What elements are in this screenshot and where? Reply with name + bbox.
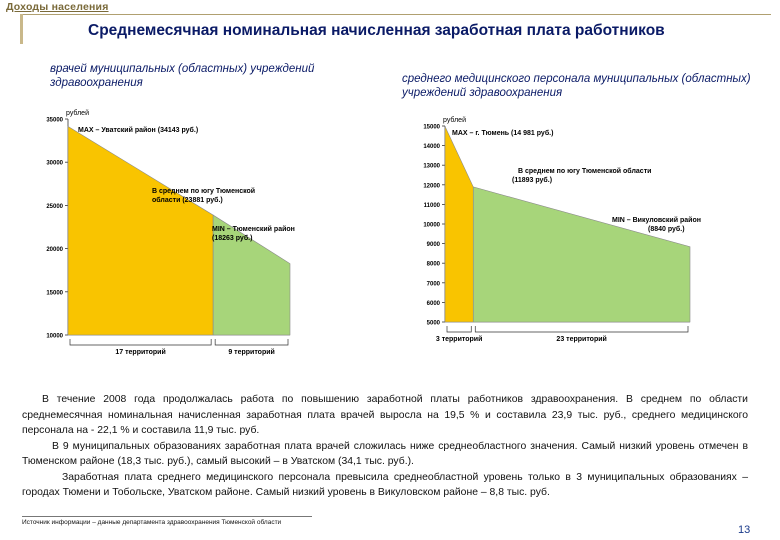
source-note: Источник информации – данные департамент… [22,519,282,526]
body-paragraph-3: Заработная плата среднего медицинского п… [22,471,748,499]
bracket-2 [214,339,289,346]
series-area-2 [212,214,291,336]
chart-right-title: среднего медицинского персонала муниципа… [402,73,751,99]
y-tick-label: 8000 [427,262,441,268]
annotation-3: MIN – Тюменский район [212,225,295,233]
y-tick-label: 9000 [427,242,441,248]
y-tick-label: 25000 [46,204,63,210]
annotation-3-line2: (8840 руб.) [648,225,685,233]
annotation-1: MAX – г. Тюмень (14 981 руб.) [452,129,553,137]
source-divider [22,516,312,517]
page-title: Среднемесячная номинальная начисленная з… [88,22,665,39]
bracket-label-2: 23 территорий [556,335,606,343]
annotation-2-line2: области (23881 руб.) [152,196,223,204]
bracket-label-1: 3 территорий [436,335,483,343]
chart-left-title: врачей муниципальных (областных) учрежде… [50,63,315,89]
body-paragraph-1: В течение 2008 года продолжалась работа … [22,394,748,436]
body-text: В течение 2008 года продолжалась работа … [22,392,748,501]
section-label: Доходы населения [6,1,109,13]
bracket-label-2: 9 территорий [228,348,275,356]
page-number: 13 [738,524,751,536]
y-tick-label: 6000 [427,301,441,307]
y-tick-label: 10000 [423,223,440,229]
title-accent [20,14,23,44]
y-tick-label: 10000 [46,334,63,340]
bracket-1 [69,339,212,346]
y-tick-label: 12000 [423,183,440,189]
y-tick-label: 11000 [424,203,441,209]
y-tick-label: 35000 [46,118,63,124]
y-tick-label: 13000 [423,164,440,170]
annotation-1: MAX – Уватский район (34143 руб.) [78,126,198,134]
bracket-1 [446,326,472,333]
chart-nurses: рублей 5000 6000 7000 8000 9000 10000 11000 1200… [423,116,701,343]
series-area-1 [67,125,214,336]
y-tick-label: 5000 [427,321,441,327]
y-tick-label: 7000 [427,281,441,287]
chart-doctors: рублей 10000 15000 20000 25000 30000 35000 MAX … [46,109,295,356]
series-area-2 [472,186,691,323]
y-tick-label: 15000 [423,125,440,131]
annotation-3-line2: (18263 руб.) [212,234,252,242]
y-unit-label: рублей [443,116,466,124]
annotation-2: В среднем по югу Тюменской [152,187,255,195]
y-tick-label: 15000 [46,290,63,296]
bracket-label-1: 17 территорий [115,348,165,356]
y-tick-label: 30000 [46,161,63,167]
series-area-1 [444,126,474,323]
annotation-3: MIN – Викуловский район [612,216,701,224]
annotation-2: В среднем по югу Тюменской области [518,167,651,175]
y-tick-label: 14000 [423,144,440,150]
bracket-2 [474,326,689,333]
body-paragraph-2: В 9 муниципальных образованиях заработна… [22,440,748,468]
y-tick-label: 20000 [46,247,63,253]
annotation-2-line2: (11893 руб.) [512,176,552,184]
y-unit-label: рублей [66,109,89,117]
